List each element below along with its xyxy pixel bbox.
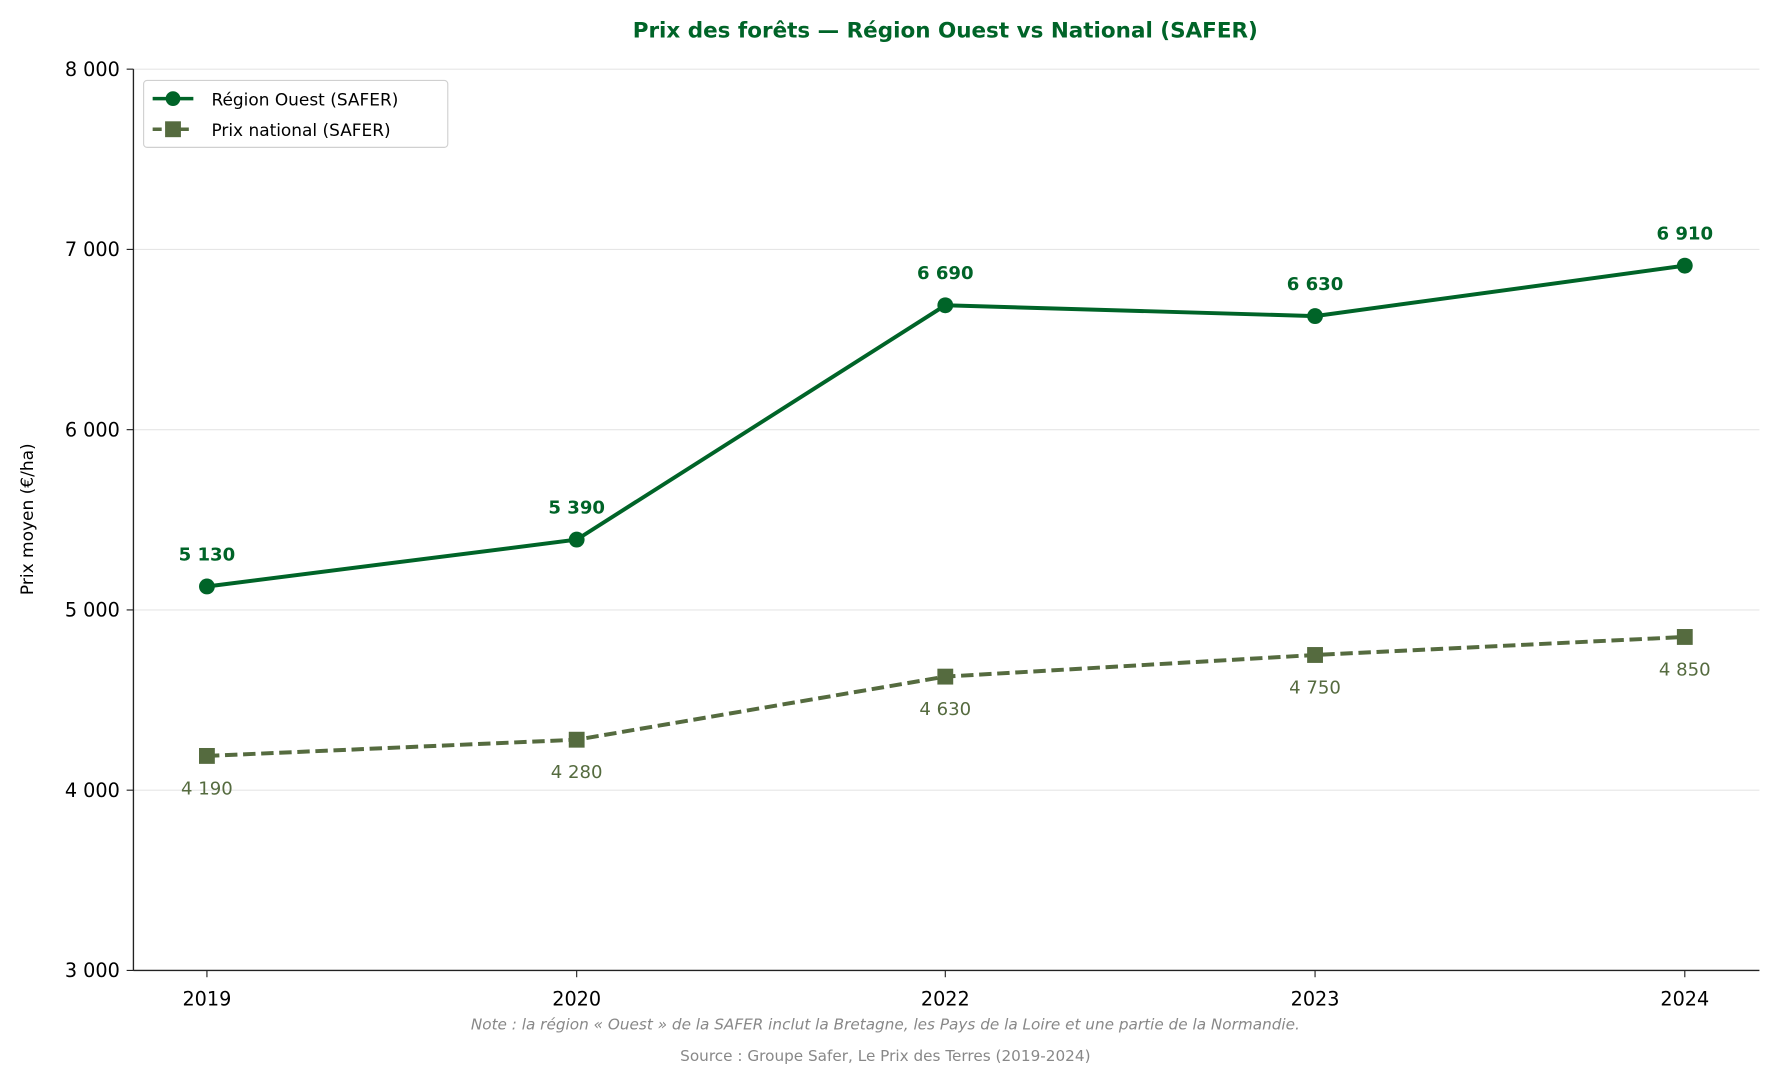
data-label: 4 630 bbox=[919, 699, 971, 720]
legend: Région Ouest (SAFER) Prix national (SAFE… bbox=[143, 79, 449, 148]
x-tick-label: 2020 bbox=[552, 988, 601, 1011]
y-axis-label: Prix moyen (€/ha) bbox=[18, 443, 38, 595]
data-point bbox=[1676, 257, 1693, 274]
y-tick-label: 4 000 bbox=[65, 779, 120, 802]
x-tick-label: 2019 bbox=[182, 988, 231, 1011]
data-point bbox=[1307, 308, 1323, 325]
data-point bbox=[568, 731, 585, 748]
y-tick-label: 8 000 bbox=[65, 58, 120, 81]
series-line-0 bbox=[206, 263, 1686, 589]
data-point bbox=[1676, 629, 1693, 645]
y-tick-label: 6 000 bbox=[65, 418, 120, 441]
y-tick-label: 5 000 bbox=[65, 599, 120, 622]
y-tick-label: 3 000 bbox=[65, 959, 120, 982]
data-label: 6 690 bbox=[917, 263, 974, 284]
data-label: 4 280 bbox=[551, 762, 603, 783]
chart-title: Prix des forêts — Région Ouest vs Nation… bbox=[633, 18, 1258, 43]
data-label: 5 390 bbox=[548, 498, 605, 519]
data-point bbox=[937, 297, 954, 314]
data-label: 5 130 bbox=[179, 544, 236, 565]
legend-marker-square bbox=[165, 121, 181, 138]
data-point bbox=[199, 578, 215, 595]
x-axis: 2019 2020 2022 2023 2024 bbox=[182, 970, 1709, 1011]
x-tick-label: 2024 bbox=[1660, 988, 1709, 1011]
chart-source: Source : Groupe Safer, Le Prix des Terre… bbox=[680, 1047, 1090, 1065]
x-tick-label: 2023 bbox=[1291, 988, 1340, 1011]
legend-label-national: Prix national (SAFER) bbox=[211, 121, 390, 141]
series-line-1 bbox=[206, 634, 1685, 758]
data-label: 4 850 bbox=[1659, 659, 1711, 680]
data-label: 6 910 bbox=[1656, 224, 1713, 245]
data-label: 4 190 bbox=[181, 778, 233, 799]
series-group: 5 130 5 390 6 690 6 630 6 910 4 190 4 280 4 630… bbox=[179, 224, 1714, 800]
data-point bbox=[1307, 647, 1323, 663]
chart-note: Note : la région « Ouest » de la SAFER i… bbox=[471, 1015, 1300, 1033]
data-point bbox=[568, 531, 585, 548]
y-axis: 3 000 4 000 5 000 6 000 7 000 8 000 bbox=[65, 58, 134, 982]
x-tick-label: 2022 bbox=[921, 988, 970, 1011]
data-point bbox=[937, 668, 954, 685]
grid bbox=[133, 68, 1760, 791]
legend-marker-circle bbox=[165, 91, 181, 106]
data-label: 4 750 bbox=[1289, 678, 1341, 699]
legend-label-ouest: Région Ouest (SAFER) bbox=[211, 90, 398, 110]
data-label: 6 630 bbox=[1287, 274, 1344, 295]
y-tick-label: 7 000 bbox=[65, 238, 120, 261]
data-point bbox=[199, 747, 215, 764]
